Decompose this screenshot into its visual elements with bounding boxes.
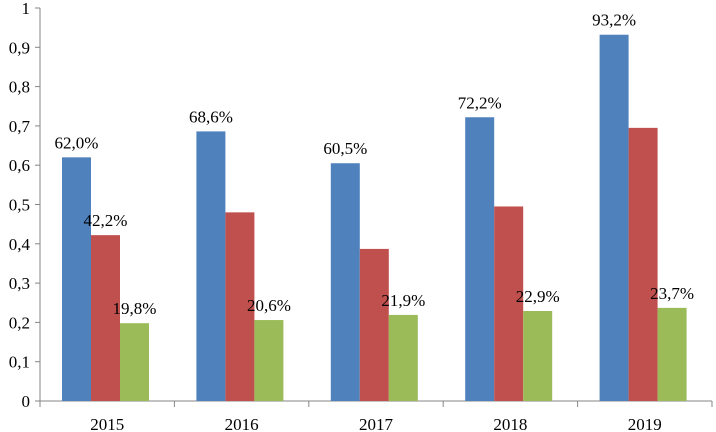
- x-category-label: 2015: [90, 415, 124, 432]
- y-tick-label: 0,7: [9, 117, 31, 136]
- data-label: 62,0%: [55, 133, 99, 152]
- data-label: 20,6%: [247, 296, 291, 315]
- bar: [330, 163, 360, 401]
- y-tick-label: 0,5: [9, 196, 30, 215]
- bar: [225, 212, 255, 401]
- bar: [599, 34, 629, 401]
- x-category-label: 2017: [359, 415, 394, 432]
- bar: [388, 314, 418, 401]
- y-tick-label: 0,2: [9, 313, 30, 332]
- bar: [91, 235, 120, 401]
- y-tick-label: 0,6: [9, 156, 30, 175]
- data-label: 22,9%: [516, 287, 560, 306]
- data-label: 93,2%: [592, 11, 636, 30]
- bar: [523, 311, 553, 401]
- bar: [628, 127, 658, 402]
- data-label: 19,8%: [113, 299, 157, 318]
- y-tick-label: 0,1: [9, 353, 30, 372]
- bar: [359, 248, 389, 401]
- x-category-label: 2016: [225, 415, 259, 432]
- data-label: 23,7%: [650, 284, 694, 303]
- y-tick-label: 1: [22, 0, 31, 18]
- y-tick-label: 0,8: [9, 78, 30, 97]
- bar: [657, 307, 687, 401]
- x-category-label: 2018: [493, 415, 527, 432]
- data-label: 42,2%: [84, 211, 128, 230]
- y-axis: 0 0,1 0,2 0,3 0,4 0,5 0,6 0,7 0,8 0,9 1: [9, 0, 41, 411]
- bar: [254, 320, 284, 401]
- data-label: 60,5%: [323, 139, 367, 158]
- data-label: 21,9%: [381, 291, 425, 310]
- data-label: 68,6%: [189, 107, 233, 126]
- x-category-label: 2019: [628, 415, 662, 432]
- data-labels: 62,0% 68,6% 60,5% 72,2% 93,2% 42,2% 19,8% 20,6%…: [55, 11, 695, 318]
- bar: [120, 323, 149, 401]
- y-tick-label: 0,4: [9, 235, 31, 254]
- bar: [62, 157, 91, 401]
- bar: [196, 131, 226, 402]
- y-tick-label: 0: [22, 392, 31, 411]
- bar: [465, 117, 495, 401]
- bars: [62, 34, 687, 402]
- bar: [494, 206, 524, 401]
- x-axis: 2015 2016 2017 2018 2019: [39, 400, 713, 432]
- y-tick-label: 0,9: [9, 38, 30, 57]
- data-label: 72,2%: [458, 93, 502, 112]
- y-tick-label: 0,3: [9, 274, 30, 293]
